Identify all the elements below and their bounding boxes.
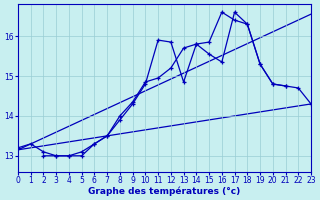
X-axis label: Graphe des températures (°c): Graphe des températures (°c) [88, 186, 241, 196]
